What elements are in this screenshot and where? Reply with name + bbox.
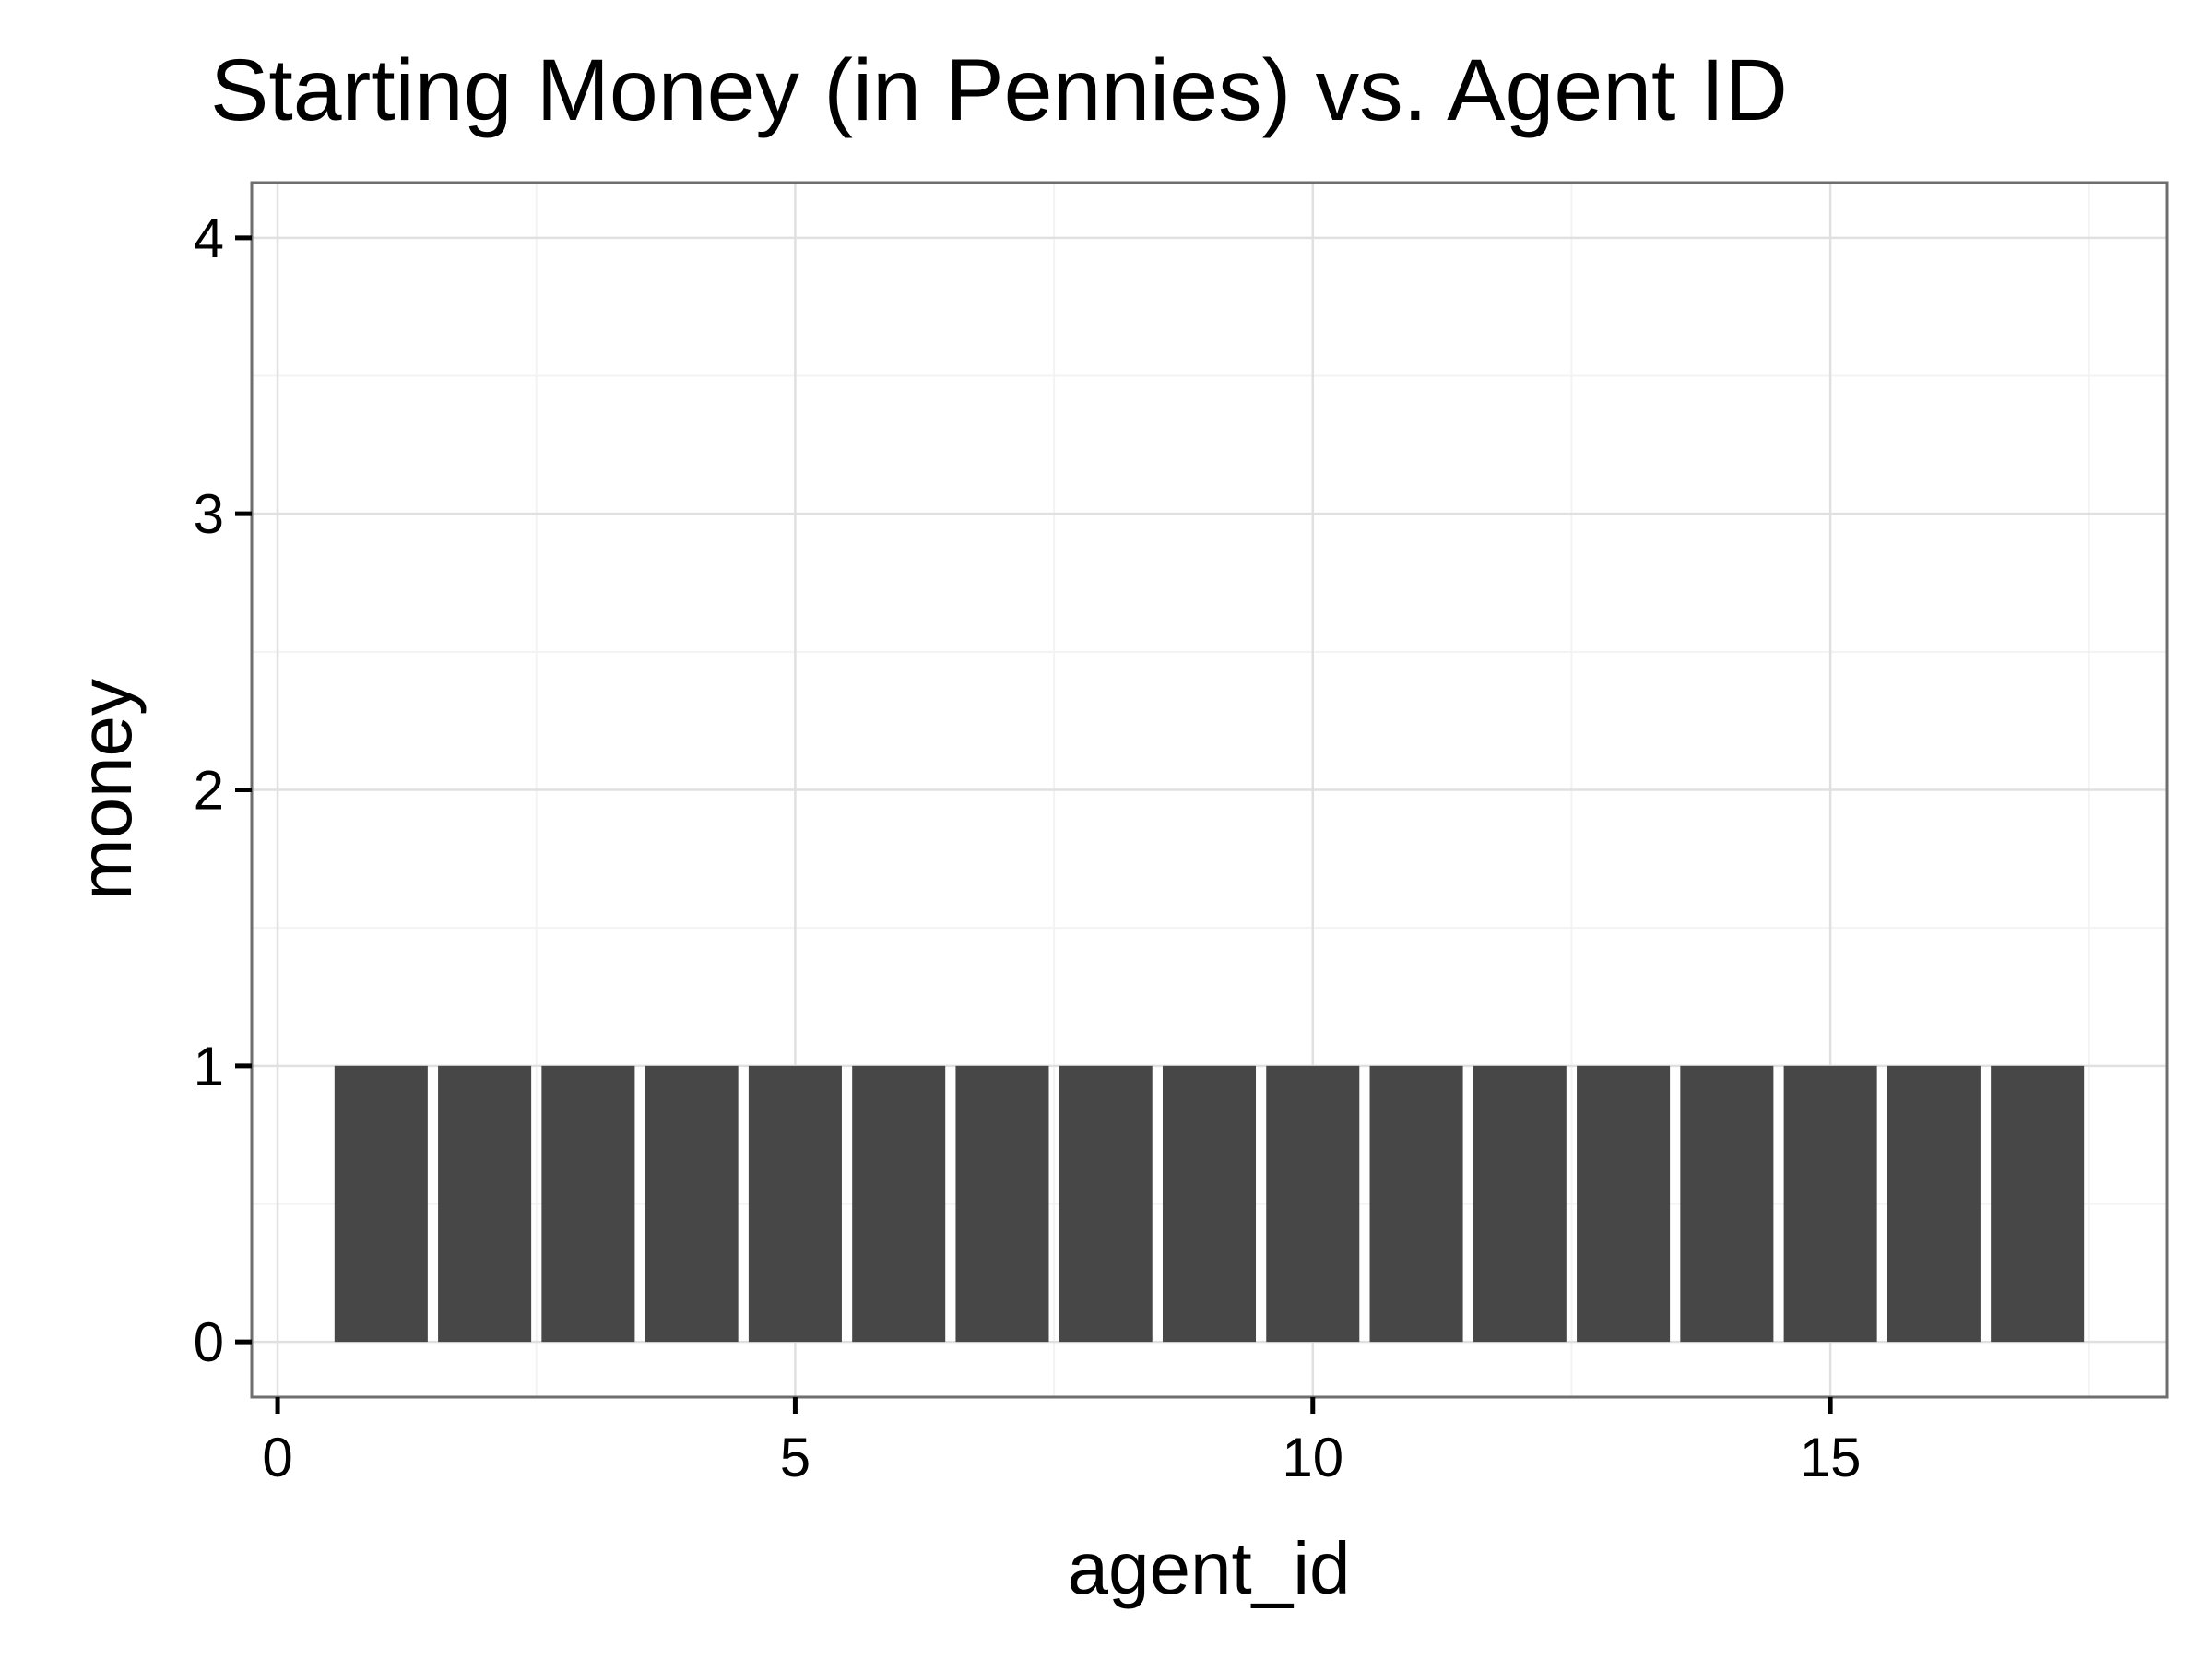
bar-agent-7 — [955, 1065, 1049, 1343]
y-tick-label: 3 — [194, 483, 224, 545]
x-tick-label: 0 — [262, 1427, 292, 1488]
y-axis-title: money — [65, 679, 147, 900]
bar-agent-16 — [1887, 1065, 1981, 1343]
bar-layer — [334, 1065, 2085, 1343]
y-tick-label: 4 — [194, 207, 224, 269]
bar-agent-17 — [1991, 1065, 2085, 1343]
bar-agent-5 — [748, 1065, 842, 1343]
bar-agent-1 — [334, 1065, 428, 1343]
bar-agent-11 — [1369, 1065, 1463, 1343]
y-tick-label: 1 — [194, 1036, 224, 1097]
bar-agent-4 — [645, 1065, 739, 1343]
bar-agent-14 — [1680, 1065, 1774, 1343]
y-tick-label: 2 — [194, 760, 224, 822]
bar-agent-10 — [1266, 1065, 1360, 1343]
x-tick-label: 15 — [1800, 1427, 1862, 1488]
x-axis-title: agent_id — [1068, 1527, 1351, 1609]
bar-agent-15 — [1783, 1065, 1877, 1343]
x-tick-label: 10 — [1282, 1427, 1343, 1488]
tick-layer: 0 1 2 3 4 0 5 10 15 — [194, 207, 1862, 1488]
bar-agent-12 — [1473, 1065, 1567, 1343]
bar-agent-3 — [541, 1065, 635, 1343]
bar-agent-9 — [1162, 1065, 1257, 1343]
bar-agent-13 — [1577, 1065, 1671, 1343]
bar-agent-2 — [438, 1065, 532, 1343]
x-tick-label: 5 — [780, 1427, 810, 1488]
chart-title: Starting Money (in Pennies) vs. Agent ID — [210, 41, 1788, 139]
bar-agent-8 — [1059, 1065, 1153, 1343]
y-tick-label: 0 — [194, 1311, 224, 1373]
bar-agent-6 — [852, 1065, 946, 1343]
